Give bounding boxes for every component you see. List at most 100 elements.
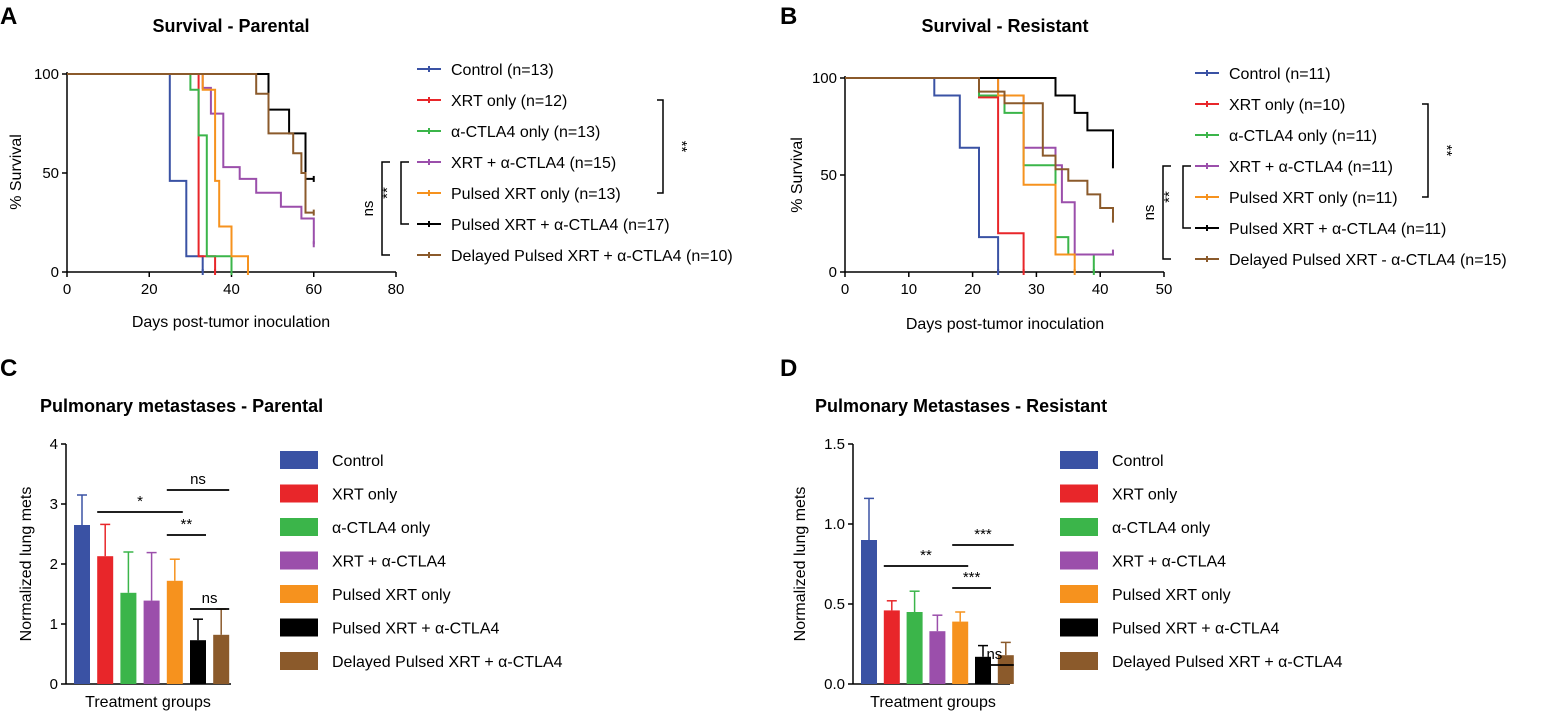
legend-label: XRT only (n=10) (1229, 97, 1345, 114)
legend-label: α-CTLA4 only (n=13) (451, 124, 600, 141)
y-tick-label: 50 (42, 165, 59, 182)
y-axis-label: % Survival (8, 134, 25, 210)
legend-label: Pulsed XRT only (1112, 587, 1231, 604)
chart-title: Survival - Parental (152, 16, 309, 36)
y-axis-label: Normalized lung mets (18, 487, 35, 642)
survival-curve (67, 73, 315, 245)
legend-label: Delayed Pulsed XRT + α-CTLA4 (1112, 654, 1343, 671)
significance-bracket (657, 99, 664, 194)
legend-label: Delayed Pulsed XRT + α-CTLA4 (332, 654, 563, 671)
survival-curve (845, 77, 1076, 272)
bar (906, 612, 923, 684)
y-tick-label: 0 (51, 264, 59, 281)
x-tick-label: 20 (964, 281, 981, 298)
panel-label-c: C (0, 355, 17, 382)
legend-label: XRT only (1112, 487, 1177, 504)
bar (143, 600, 160, 684)
significance-label: ** (181, 516, 193, 533)
y-tick-label: 1.5 (824, 436, 845, 453)
x-tick-label: 40 (223, 281, 240, 298)
survival-curve (845, 77, 1114, 220)
x-tick-label: 40 (1092, 281, 1109, 298)
bar (929, 631, 946, 684)
x-tick-label: 10 (900, 281, 917, 298)
survival-curve (67, 73, 233, 272)
significance-label: * (137, 493, 143, 510)
legend-label: Control (n=13) (451, 62, 554, 79)
y-tick-label: 0 (50, 676, 58, 693)
y-tick-label: 0 (829, 264, 837, 281)
legend-label: XRT + α-CTLA4 (1112, 554, 1226, 571)
y-tick-label: 4 (50, 436, 58, 453)
y-tick-label: 50 (820, 167, 837, 184)
significance-bracket (1182, 165, 1191, 229)
bar (120, 592, 137, 684)
bar (975, 656, 991, 684)
bar (861, 540, 877, 684)
legend-swatch (280, 451, 318, 469)
x-axis-label: Days post-tumor inoculation (132, 314, 330, 331)
legend-swatch (1060, 484, 1098, 503)
legend-swatch (1060, 518, 1098, 536)
chart-title: Survival - Resistant (921, 16, 1088, 36)
legend-label: Pulsed XRT only (n=13) (451, 186, 621, 203)
legend-swatch (280, 618, 318, 637)
survival-curve (845, 77, 1025, 272)
bar (213, 634, 230, 684)
significance-label: ** (379, 187, 396, 199)
legend-swatch (280, 585, 318, 603)
legend-swatch (1060, 652, 1098, 670)
legend-label: Pulsed XRT + α-CTLA4 (n=17) (451, 217, 670, 234)
y-tick-label: 0.5 (824, 596, 845, 613)
panel-label-b: B (780, 3, 797, 30)
significance-label: ** (920, 547, 932, 564)
panel-label-d: D (780, 355, 797, 382)
survival-curve (67, 73, 217, 272)
significance-label: ** (1438, 145, 1455, 157)
x-axis-label: Days post-tumor inoculation (906, 316, 1104, 333)
significance-bracket (381, 161, 390, 256)
legend-swatch (1060, 585, 1098, 603)
panel-c-metastases-parental: Pulmonary metastases - Parental Treatmen… (18, 396, 563, 711)
significance-label: *** (974, 526, 992, 543)
significance-bracket (1162, 165, 1171, 260)
legend-swatch (1060, 451, 1098, 469)
significance-label: ns (360, 201, 377, 217)
x-axis-label: Treatment groups (870, 694, 996, 711)
legend-label: Control (1112, 453, 1164, 470)
legend-label: Delayed Pulsed XRT - α-CTLA4 (n=15) (1229, 252, 1507, 269)
legend-label: XRT only (n=12) (451, 93, 567, 110)
significance-label: ** (673, 141, 690, 153)
significance-bracket (400, 161, 409, 225)
bar (97, 556, 114, 684)
y-tick-label: 3 (50, 496, 58, 513)
survival-curve (67, 73, 314, 214)
x-tick-label: 20 (141, 281, 158, 298)
significance-label: ns (202, 590, 218, 607)
x-axis-label: Treatment groups (85, 694, 211, 711)
survival-curve (67, 73, 204, 272)
y-axis-label: Normalized lung mets (792, 487, 809, 642)
x-tick-label: 80 (388, 281, 405, 298)
legend-swatch (1060, 551, 1098, 570)
survival-curve (845, 77, 1000, 272)
significance-bracket (1422, 103, 1429, 198)
bar (190, 640, 206, 684)
x-tick-label: 0 (841, 281, 849, 298)
legend-label: XRT + α-CTLA4 (n=11) (1229, 159, 1393, 176)
legend-label: α-CTLA4 only (332, 520, 430, 537)
y-tick-label: 0.0 (824, 676, 845, 693)
legend-label: Control (n=11) (1229, 66, 1331, 83)
legend-swatch (280, 652, 318, 670)
y-tick-label: 100 (812, 70, 837, 87)
chart-title: Pulmonary Metastases - Resistant (815, 396, 1107, 416)
legend-swatch (280, 551, 318, 570)
bar (997, 655, 1014, 684)
panel-a-survival-parental: Survival - Parental Days post-tumor inoc… (8, 16, 733, 331)
bar (952, 621, 969, 684)
bar (883, 610, 900, 684)
legend-label: α-CTLA4 only (n=11) (1229, 128, 1377, 145)
legend-label: XRT + α-CTLA4 (332, 554, 446, 571)
legend-label: Pulsed XRT + α-CTLA4 (1112, 621, 1280, 638)
